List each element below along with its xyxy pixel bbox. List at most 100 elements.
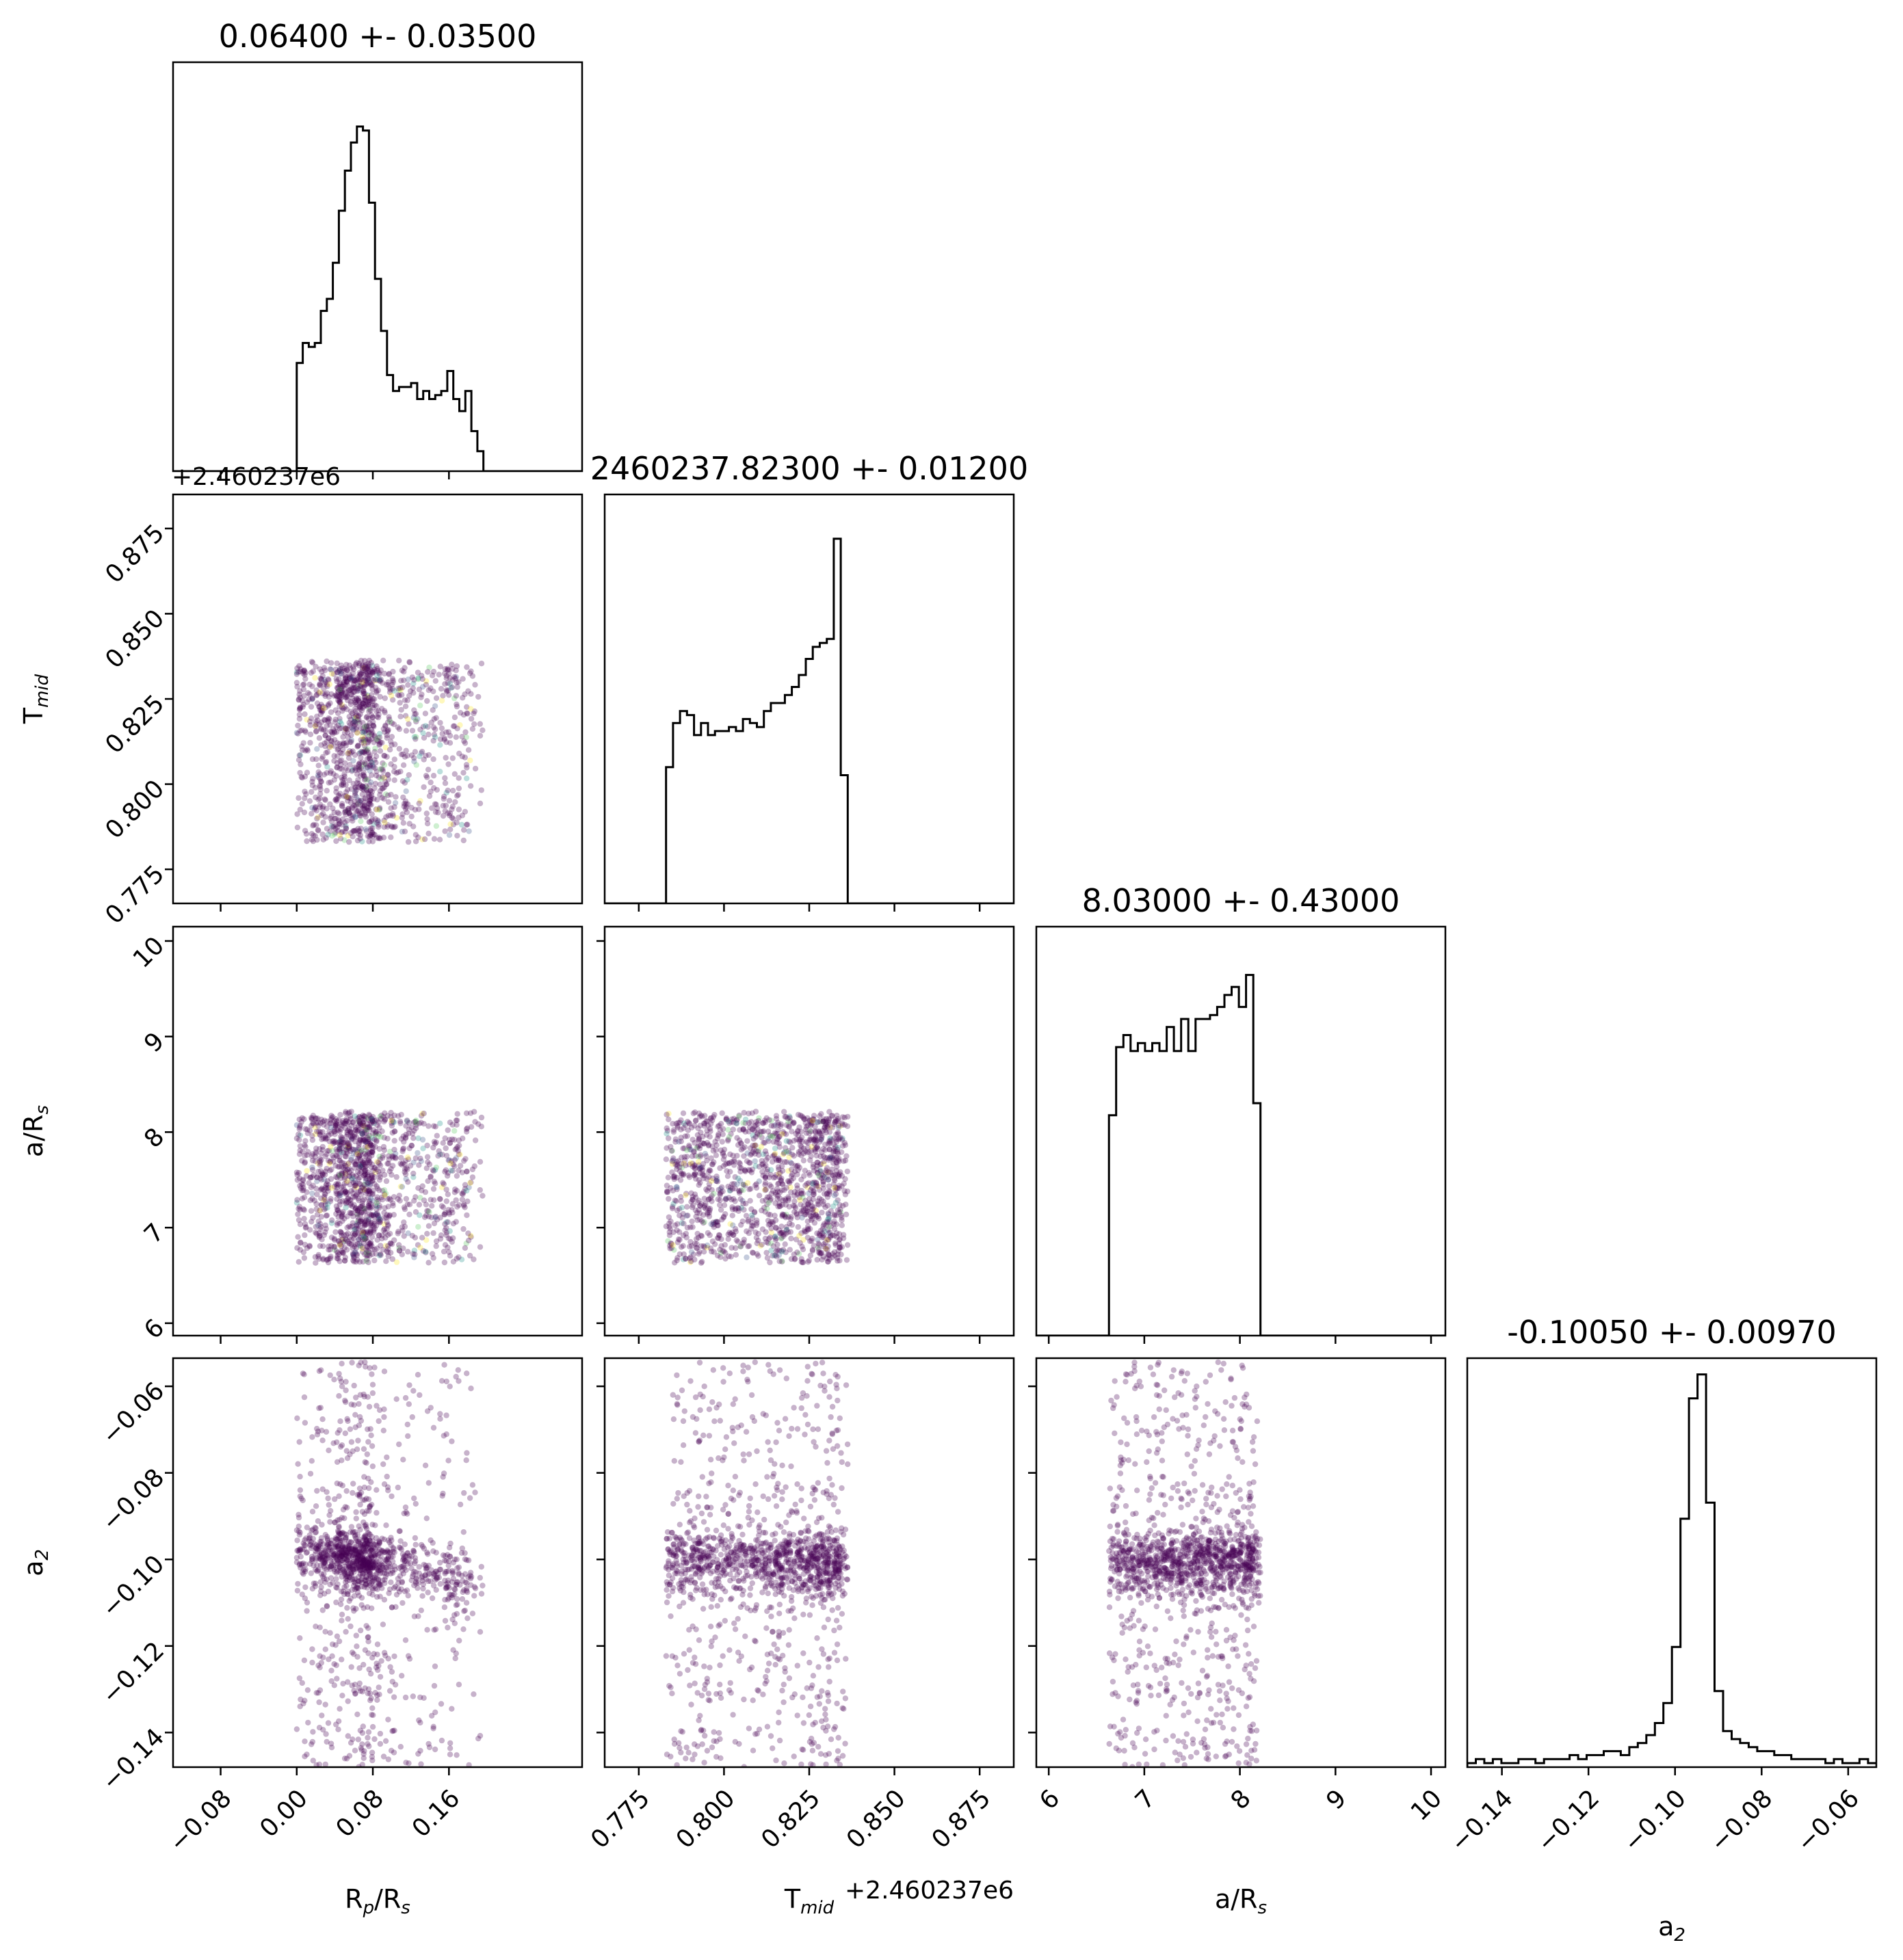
scatter-point — [399, 1563, 406, 1570]
scatter-point — [315, 1123, 321, 1129]
scatter-point — [670, 1187, 676, 1194]
scatter-point — [428, 719, 434, 726]
scatter-point — [336, 821, 342, 827]
scatter-point — [367, 1671, 374, 1677]
scatter-point — [354, 1211, 361, 1218]
panel-title-ars: 8.03000 +- 0.43000 — [1082, 882, 1400, 919]
scatter-point — [783, 1223, 790, 1230]
scatter-point — [679, 1204, 685, 1211]
scatter-point — [333, 1116, 339, 1122]
scatter-point — [376, 774, 382, 780]
scatter-point — [328, 1120, 334, 1126]
scatter-point — [699, 1171, 706, 1177]
scatter-point — [472, 1585, 479, 1591]
scatter-point — [398, 706, 404, 713]
scatter-point — [666, 1223, 672, 1230]
scatter-point — [392, 1128, 398, 1135]
scatter-point — [369, 1174, 375, 1180]
scatter-point — [347, 1197, 354, 1204]
scatter-point — [367, 697, 373, 703]
scatter-point — [449, 684, 456, 691]
scatter-point — [352, 721, 358, 728]
scatter-point — [424, 1142, 430, 1149]
scatter-point — [405, 838, 412, 845]
scatter-point — [320, 1135, 326, 1141]
scatter-point — [409, 1232, 415, 1239]
scatter-point — [391, 777, 397, 784]
scatter-point — [356, 660, 362, 667]
scatter-point — [823, 1120, 830, 1126]
scatter-point — [391, 1137, 397, 1144]
scatter-point — [390, 1202, 396, 1209]
scatter-point — [454, 1173, 460, 1179]
scatter-point — [725, 1118, 732, 1124]
scatter-point — [396, 726, 403, 732]
scatter-point — [723, 1116, 730, 1122]
scatter-point — [343, 739, 350, 746]
scatter-point — [352, 792, 358, 799]
scatter-point — [700, 1120, 707, 1126]
scatter-point — [754, 1121, 761, 1127]
scatter-point — [322, 1222, 328, 1228]
scatter-point — [454, 1188, 460, 1194]
scatter-point — [338, 662, 344, 669]
scatter-point — [351, 677, 357, 683]
scatter-point — [332, 797, 339, 804]
scatter-point — [316, 704, 323, 710]
scatter-point — [361, 1157, 367, 1164]
scatter-point — [300, 1184, 306, 1191]
scatter-point — [743, 1200, 749, 1207]
scatter-point — [360, 806, 366, 812]
scatter-point — [462, 1186, 468, 1192]
scatter-point — [352, 1194, 358, 1200]
scatter-point — [340, 1249, 347, 1256]
scatter-point — [449, 815, 455, 821]
scatter-point — [477, 1574, 483, 1581]
scatter-point — [683, 1256, 689, 1262]
scatter-point — [462, 729, 469, 735]
scatter-point — [674, 1255, 681, 1261]
scatter-point — [770, 1133, 776, 1139]
scatter-point — [445, 1127, 451, 1133]
scatter-point — [297, 668, 304, 675]
scatter-point — [737, 1140, 744, 1146]
scatter-point — [327, 1198, 334, 1204]
scatter-point — [449, 661, 455, 667]
scatter-point — [421, 784, 427, 791]
scatter-point — [371, 1120, 377, 1126]
scatter-point — [747, 1197, 753, 1204]
scatter-point — [712, 1139, 718, 1145]
scatter-point — [399, 1160, 406, 1167]
scatter-point — [826, 1115, 832, 1122]
scatter-point — [705, 1141, 712, 1148]
scatter-point — [432, 801, 438, 807]
scatter-point — [321, 1122, 327, 1128]
scatter-point — [367, 768, 373, 774]
scatter-point — [762, 1180, 769, 1186]
scatter-point — [734, 1152, 740, 1159]
scatter-point — [363, 810, 369, 816]
scatter-point — [304, 769, 311, 776]
scatter-point — [772, 1145, 778, 1152]
scatter-point — [833, 1213, 839, 1219]
scatter-point — [371, 749, 378, 755]
scatter-point — [744, 1158, 750, 1165]
scatter-point — [371, 696, 378, 702]
scatter-point — [322, 1202, 329, 1208]
scatter-point — [382, 1738, 389, 1744]
scatter-point — [367, 782, 373, 789]
scatter-point — [399, 1148, 406, 1154]
scatter-point — [377, 788, 383, 794]
scatter-point — [754, 1240, 761, 1247]
scatter-point — [373, 1129, 380, 1135]
scatter-point — [383, 782, 389, 788]
scatter-point — [704, 1176, 710, 1182]
scatter-point — [308, 1115, 315, 1121]
scatter-point — [674, 1221, 681, 1228]
scatter-point — [348, 737, 355, 743]
scatter-point — [839, 1217, 845, 1223]
scatter-point — [354, 659, 360, 666]
scatter-point — [319, 1186, 325, 1193]
scatter-point — [817, 1167, 824, 1174]
scatter-point — [402, 1504, 409, 1511]
